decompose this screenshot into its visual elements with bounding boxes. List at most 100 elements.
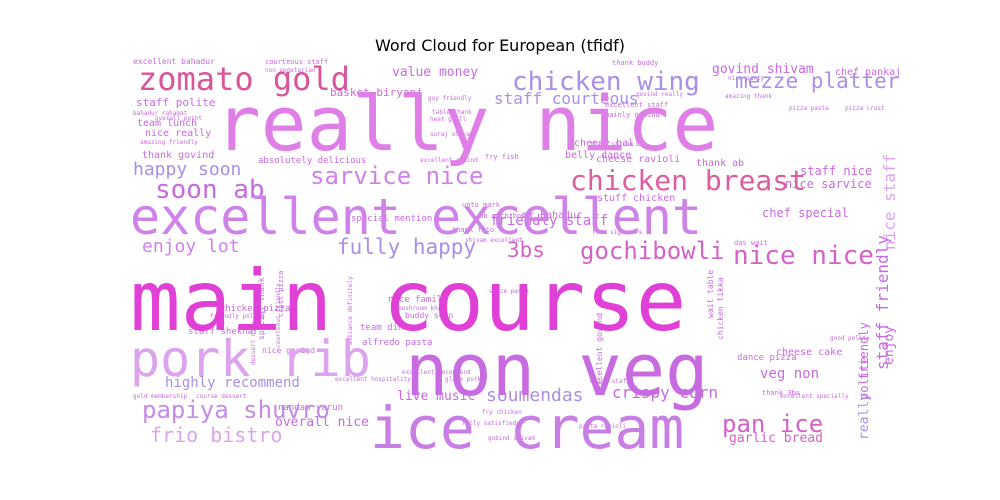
word-thank-3bs: thank 3bs <box>762 389 800 397</box>
word-nice-nice: nice nice <box>733 241 874 271</box>
word-overall-nice: overall nice <box>275 415 369 430</box>
word-special-thank: special thank <box>257 277 266 340</box>
word-excellent-specially: excellent specially <box>780 393 849 400</box>
word-chicken-breast: chicken breast <box>570 164 806 197</box>
word-fry-fish: fry fish <box>485 153 519 161</box>
word-staff-shekhar: staff shekhar <box>188 327 259 337</box>
word-thank-buddy: thank buddy <box>612 59 658 67</box>
word-team-dinner: team dinner <box>360 323 420 333</box>
word-live-music: live music <box>397 389 475 404</box>
word-friendly-polite: friendly polite <box>210 313 265 320</box>
word-dance-pizza: dance pizza <box>737 353 797 363</box>
cloud-canvas <box>125 60 900 445</box>
chart-title: Word Cloud for European (tfidf) <box>374 36 625 55</box>
word-bahadur-rahamat: bahadur rahamat <box>133 110 188 117</box>
word-non-vegetarian: non vegetarian <box>265 67 316 74</box>
word-belly-dance: belly dance <box>565 150 631 161</box>
word-thank-shivam: thank shivam <box>590 141 634 148</box>
word-overall-point: overall point <box>155 115 202 122</box>
word-upto-mark: upto mark <box>462 201 501 209</box>
word-staff-polite: staff polite <box>136 96 215 109</box>
word-good-polite: good polite <box>830 335 870 342</box>
word-excellent-hospitality: excellent hospitality <box>335 376 411 383</box>
word-course-dessert: course dessert <box>196 393 247 400</box>
word-crispy-corn: crispy corn <box>612 383 718 402</box>
word-frio-bistro: frio bistro <box>150 423 282 447</box>
word-gold-membership: gold membership <box>133 393 188 400</box>
word-garlic-bread: garlic bread <box>729 431 823 446</box>
word-ice-cream: ice cream <box>370 394 684 462</box>
word-alfredo-pasta: alfredo pasta <box>362 338 432 348</box>
word-cheese-ravioli: cheese ravioli <box>596 154 680 165</box>
word-dessert-nice: dessert nice <box>250 321 257 365</box>
word-glaze-pork: glaze pork <box>445 376 482 383</box>
word-guy-friendly: guy friendly <box>428 95 472 102</box>
word-cheese-cake: cheese cake <box>776 347 842 358</box>
word-nice-staff: nice staff <box>880 154 899 250</box>
word-nice-really: nice really <box>145 128 211 139</box>
word-friendly-staff: friendly staff <box>490 213 608 229</box>
word-enjoy: enjoy <box>882 326 897 365</box>
word-pasta-ravioli: pasta ravioli <box>579 423 626 430</box>
word-fully-satisfied: fully satisfied <box>462 420 517 427</box>
word-amazing-thank: amazing thank <box>725 93 772 100</box>
word-ab-gachibowli: ab gachibowli <box>479 212 534 220</box>
word-excellent-recommend: excellent recommend <box>402 369 471 376</box>
word-special-mention: special mention <box>351 214 432 224</box>
word-veg-non: veg non <box>760 366 819 382</box>
word-really-nice: really nice <box>215 79 718 168</box>
word-courteous-friendly: courteous friendly <box>275 283 282 348</box>
word-nice-family: nice family <box>388 295 448 305</box>
word-happy-soon: happy soon <box>133 159 241 180</box>
word-stuff-chicken: stuff chicken <box>597 193 675 204</box>
word-zomato-gold: zomato gold <box>138 60 350 98</box>
word-pizza-crust: pizza crust <box>845 105 885 112</box>
word-crust-pizza: crust pizza <box>277 271 285 317</box>
word-nice-sarvice: nice sarvice <box>785 177 872 191</box>
word-pan-ice: pan ice <box>722 410 823 438</box>
word-friendly: friendly <box>857 322 871 380</box>
word-thank-ab: thank ab <box>696 158 744 169</box>
word-polite: polite <box>857 357 871 400</box>
word-enjoy-staff: enjoy staff <box>590 378 630 385</box>
word-thank-govind: thank govind <box>142 150 214 161</box>
word-govind-shivam: govind shivam <box>712 62 814 77</box>
word-cheese-ball: cheese ball <box>574 138 640 149</box>
word-chicken-wing: chicken wing <box>512 67 700 97</box>
word-frio-signature: frio signature <box>592 229 643 236</box>
word-highly-recommend: highly recommend <box>165 375 300 391</box>
word-heat-grill: heat grill <box>430 116 467 123</box>
word-sarvice-nice: sarvice nice <box>310 162 483 190</box>
word-thank-frio: thank frio <box>452 226 494 234</box>
word-pork-rib: pork rib <box>130 330 371 388</box>
word-amazing-friendly: amazing friendly <box>140 139 198 146</box>
word-wait-table: wait table <box>706 270 715 318</box>
word-soumen: soumen <box>486 385 551 406</box>
word-ambiance-definitely: ambiance definitely <box>347 276 354 345</box>
word-chicken-pizza: chicken pizza <box>220 304 290 314</box>
word-excellent-gobind: excellent gobind <box>420 157 478 164</box>
word-fry-chicken: fry chicken <box>482 409 522 416</box>
word-buddy-soon: buddy soon <box>405 311 453 320</box>
word-courteous-staff: courteous staff <box>265 58 328 66</box>
word-non-veg: non veg <box>405 328 708 412</box>
word-das-wait: das wait <box>734 239 768 247</box>
word-staff-nice: staff nice <box>800 164 872 178</box>
word-shivam-excellent: shivam excellent <box>465 237 523 244</box>
word-value-money: value money <box>392 65 478 80</box>
word-mr-bahadur: mr bahadur <box>522 210 582 221</box>
word-govind-really: govind really <box>636 91 683 98</box>
word-fully-happy: fully happy <box>337 235 476 259</box>
word-chef-special: chef special <box>762 206 849 220</box>
word-chicken-tikka: chicken tikka <box>716 277 725 340</box>
word-mezze-platter: mezze platter <box>735 69 899 93</box>
word-excellent-bahadur: excellent bahadur <box>133 57 215 66</box>
word-really: really <box>857 393 872 440</box>
word-excellent-govind: excellent govind <box>595 313 604 390</box>
word-chef-pankaj: chef pankaj <box>835 67 901 78</box>
word-das: das <box>551 385 584 406</box>
word-nandan-varun: nandan varun <box>278 403 343 413</box>
word-mainly-gobind: mainly gobind <box>605 111 660 119</box>
word-suraj-shivam: suraj shivam <box>430 131 474 138</box>
word-enjoy-lot: enjoy lot <box>142 236 240 257</box>
